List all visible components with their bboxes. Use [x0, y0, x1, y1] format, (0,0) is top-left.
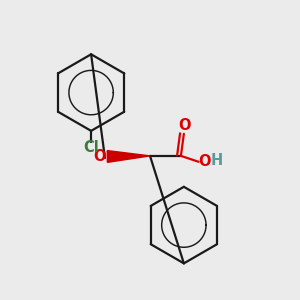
Polygon shape — [107, 151, 150, 162]
Text: O: O — [93, 149, 106, 164]
Text: H: H — [211, 153, 223, 168]
Text: Cl: Cl — [83, 140, 99, 155]
Text: O: O — [178, 118, 191, 133]
Text: O: O — [198, 154, 211, 169]
